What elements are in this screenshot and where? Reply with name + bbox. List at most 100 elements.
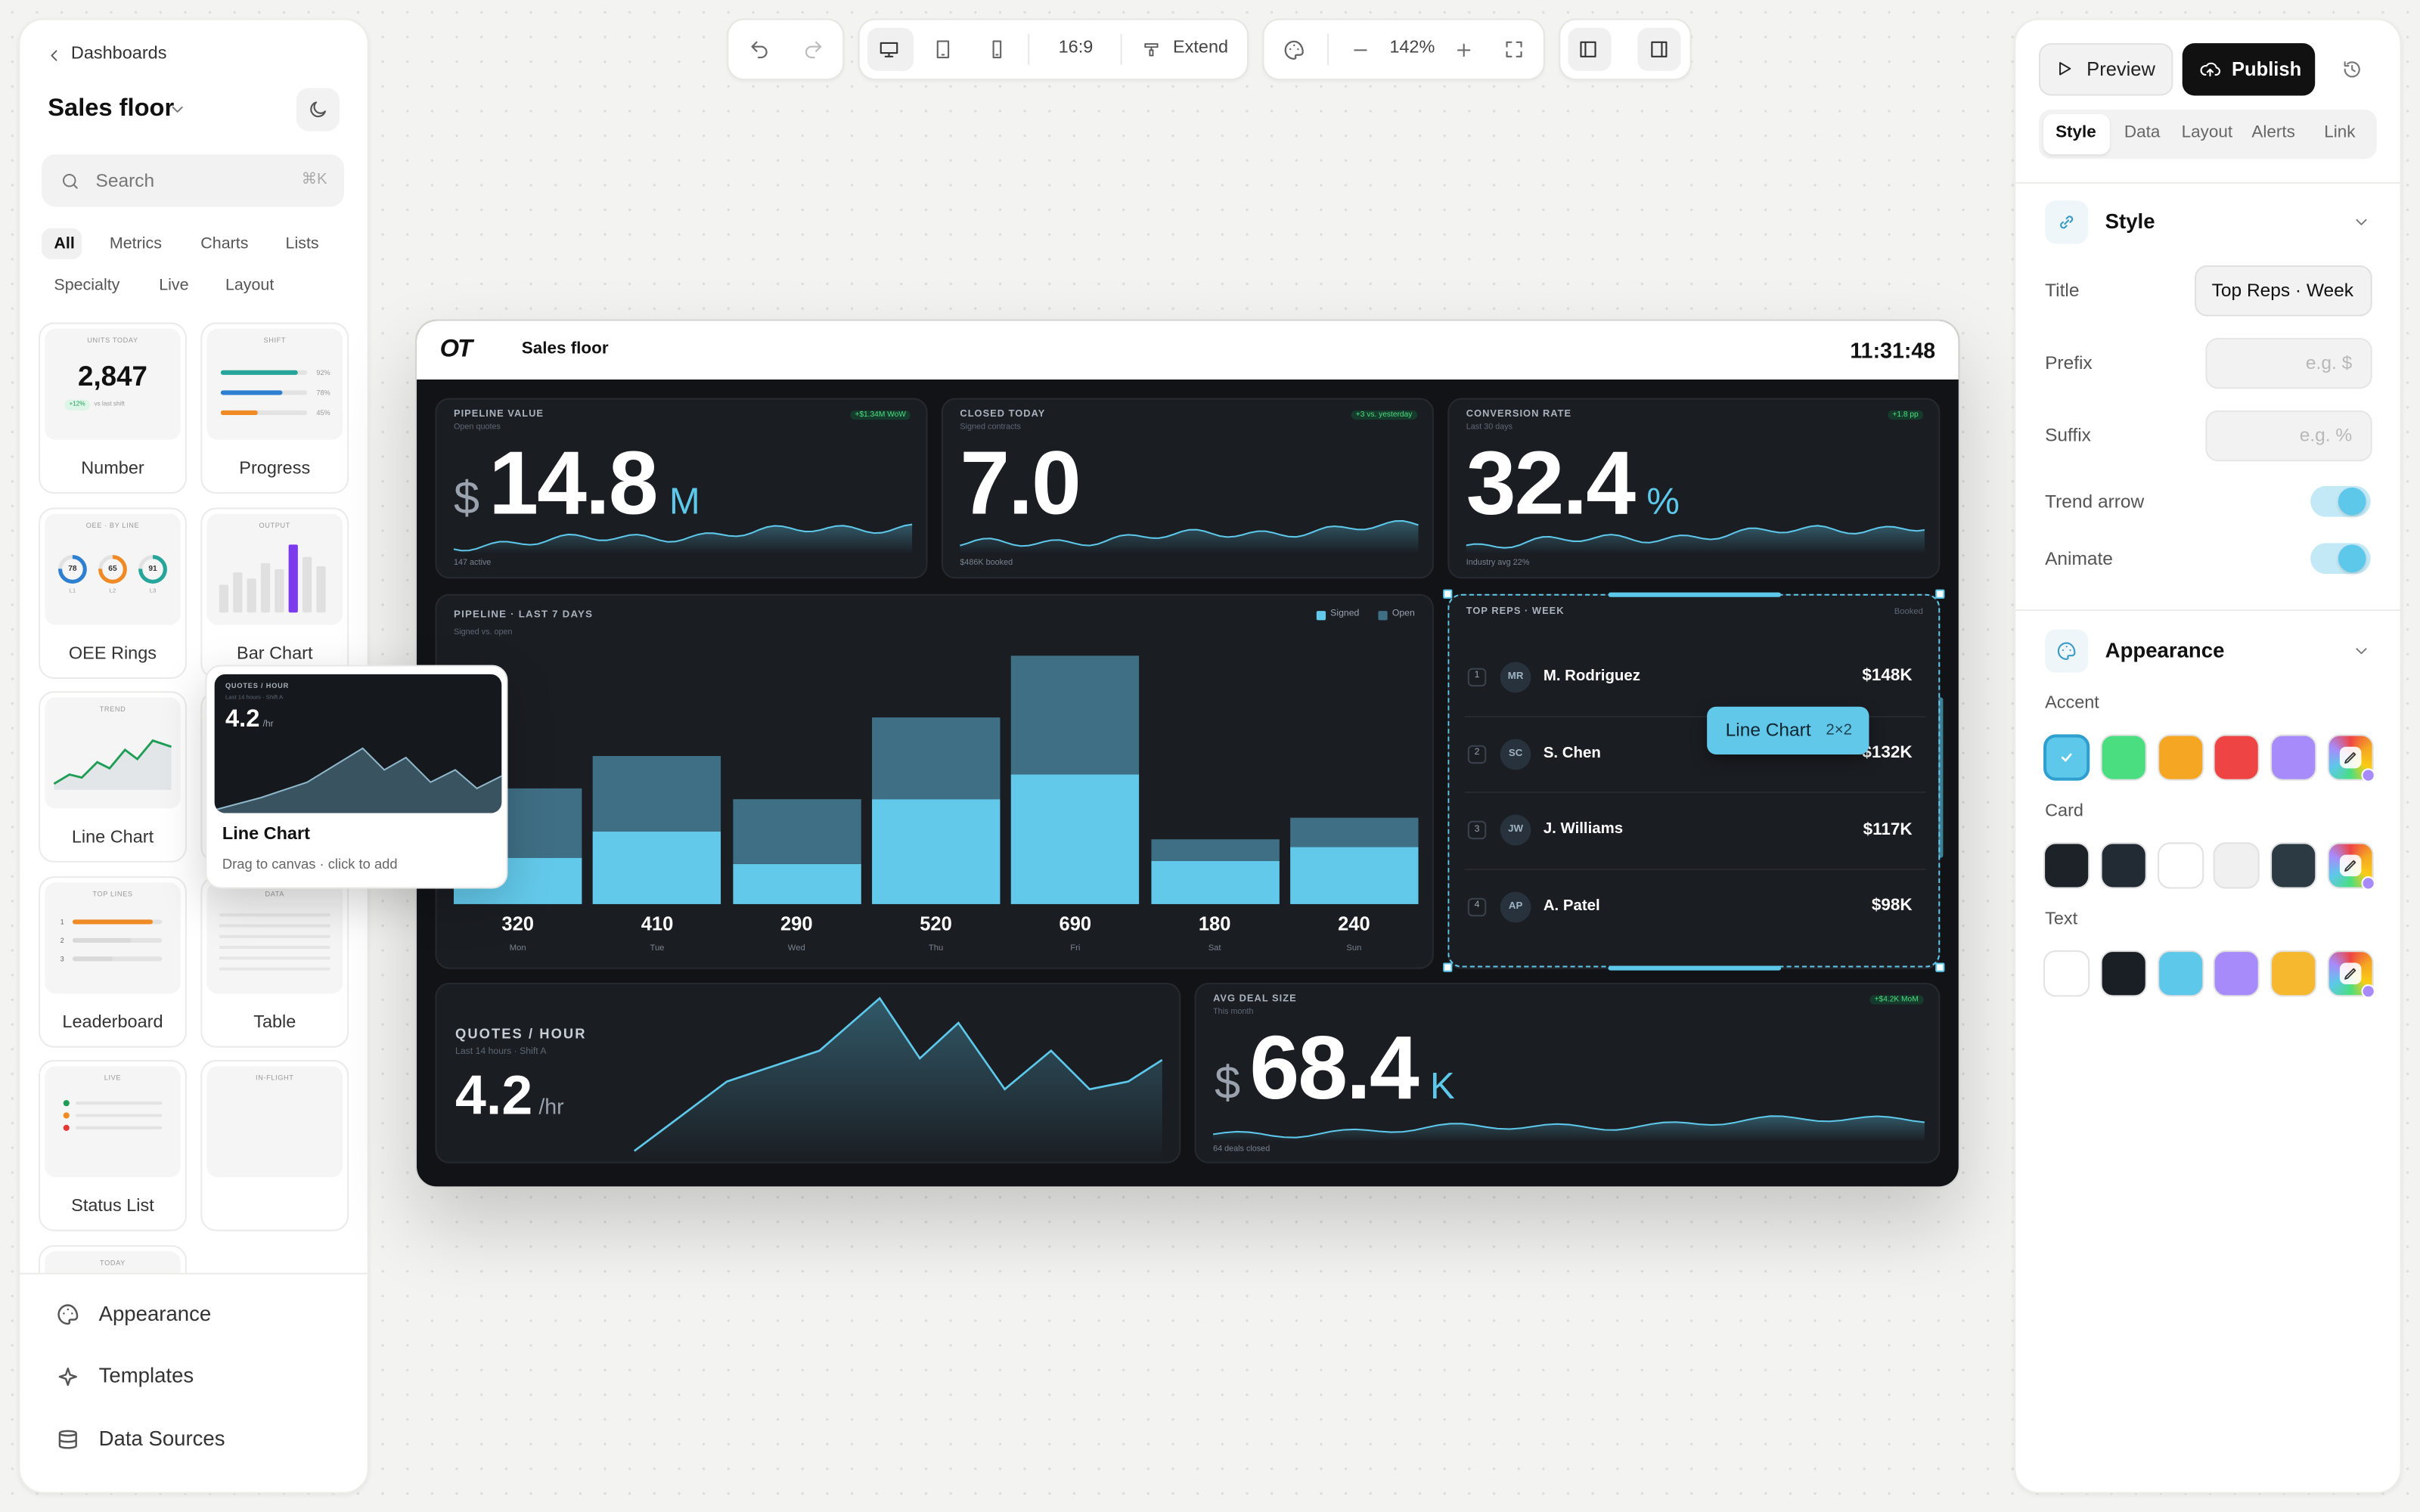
panel-toggle-right[interactable] — [1637, 27, 1681, 71]
widget-card[interactable]: UNITS TODAY 2,847 +12% vs last shift Number — [39, 322, 187, 494]
widget-card[interactable]: TODAY — [39, 1244, 187, 1273]
sparkline-area — [1213, 1116, 1925, 1142]
resize-handle[interactable] — [1935, 962, 1945, 972]
color-swatch[interactable] — [2270, 734, 2317, 781]
swatch-edit-bg — [2339, 746, 2362, 769]
color-swatch[interactable] — [2270, 842, 2317, 889]
resize-bar[interactable] — [1608, 965, 1782, 970]
value-prefix: $ — [454, 473, 480, 525]
color-swatch[interactable] — [2157, 842, 2204, 889]
widget-card[interactable]: DATA Table — [200, 875, 349, 1047]
tab[interactable]: Data — [2124, 124, 2161, 143]
widget-card[interactable]: SHIFT 92% 78% 45% Progress — [200, 322, 349, 494]
color-swatch[interactable] — [2100, 734, 2147, 781]
resize-handle[interactable] — [1443, 589, 1453, 599]
nav-item[interactable]: Templates — [98, 1364, 194, 1388]
text-input[interactable] — [2205, 337, 2372, 389]
icon-path — [2344, 751, 2356, 764]
thumb-area-line — [214, 747, 502, 811]
x-tick-label: Sun — [1346, 943, 1362, 953]
color-swatch[interactable] — [2157, 734, 2204, 781]
extend-button: Extend — [1173, 39, 1229, 57]
widget-card[interactable]: IN-FLIGHT — [200, 1060, 349, 1232]
selection-outline[interactable] — [1447, 593, 1941, 968]
tab[interactable]: Layout — [2181, 124, 2233, 143]
color-swatch[interactable] — [2214, 734, 2260, 781]
icon-palette — [2057, 642, 2076, 661]
filter-chip[interactable]: Lists — [285, 234, 319, 253]
value-row: 4.2/hr — [455, 1064, 564, 1126]
filter-chip[interactable]: Specialty — [54, 275, 120, 295]
thumb-ring-value: 91 — [148, 563, 157, 574]
rank-box — [1467, 821, 1487, 840]
canvas-clock: 11:31:48 — [1850, 337, 1936, 362]
rep-name: M. Rodriguez — [1543, 668, 1640, 686]
widget-card[interactable]: OUTPUT Bar Chart — [200, 507, 349, 678]
thumb-percent: 78% — [316, 388, 330, 397]
thumb-note: vs last shift — [94, 399, 125, 407]
nav-item[interactable]: Data Sources — [98, 1427, 225, 1451]
field-label: Title — [2045, 278, 2080, 301]
icon-path — [58, 1430, 77, 1449]
rank: 2 — [1474, 748, 1480, 758]
kpi-footer: 147 active — [454, 558, 492, 568]
icon-path — [2344, 968, 2356, 980]
color-swatch[interactable] — [2043, 734, 2090, 781]
tab[interactable]: Link — [2324, 124, 2356, 143]
resize-bar[interactable] — [1938, 697, 1943, 858]
tab[interactable]: Alerts — [2251, 124, 2295, 143]
legend-label: Signed — [1330, 609, 1360, 620]
color-swatch[interactable] — [2214, 950, 2260, 997]
icon-path — [172, 106, 183, 113]
resize-bar[interactable] — [1608, 591, 1782, 596]
widget-label: Number — [81, 460, 144, 479]
device-active[interactable] — [867, 27, 914, 71]
thumb-area — [214, 747, 502, 813]
rank-box — [1467, 668, 1487, 687]
color-swatch[interactable] — [2157, 950, 2204, 997]
color-swatch[interactable] — [2043, 950, 2090, 997]
text-input[interactable] — [2205, 410, 2372, 462]
icon-path — [51, 50, 57, 61]
big-value: 7.0 — [960, 433, 1081, 534]
filter-chip[interactable]: Layout — [225, 275, 275, 295]
avatar — [1500, 662, 1531, 693]
card-title: TOP REPS · WEEK — [1466, 606, 1565, 618]
thumb-track — [220, 410, 308, 415]
resize-handle[interactable] — [1443, 962, 1453, 972]
widget-label: Progress — [239, 460, 311, 479]
widget-card[interactable]: TOP LINES 1 2 3 Leaderboard — [39, 875, 187, 1047]
kpi-footer: Industry avg 22% — [1466, 558, 1530, 568]
tab[interactable]: Style — [2055, 124, 2096, 143]
widget-card[interactable]: OEE · BY LINE 78 L1 65 L2 91 L3 OEE Rings — [39, 507, 187, 678]
widget-card[interactable]: LIVE Status List — [39, 1060, 187, 1232]
thumb-lead-bar — [72, 956, 113, 962]
preview-button[interactable] — [2038, 43, 2173, 96]
chart-title: PIPELINE · LAST 7 DAYS — [454, 609, 594, 621]
bar-segment — [871, 799, 1001, 904]
theme-button[interactable] — [296, 88, 340, 132]
widget-thumb: LIVE — [45, 1066, 181, 1178]
thumb-subtitle: Last 14 hours · Shift A — [225, 693, 284, 700]
color-swatch[interactable] — [2270, 950, 2317, 997]
filter-chip[interactable]: Metrics — [109, 234, 162, 253]
color-swatch[interactable] — [2100, 842, 2147, 889]
search-box[interactable] — [42, 154, 345, 207]
color-swatch[interactable] — [2214, 842, 2260, 889]
widget-card[interactable]: TREND Line Chart — [39, 691, 187, 863]
icon-pen — [2344, 968, 2356, 980]
color-swatch[interactable] — [2043, 842, 2090, 889]
thumb-rank: 1 — [60, 917, 64, 926]
filter-chip[interactable]: Charts — [200, 234, 249, 253]
text-input[interactable] — [2195, 265, 2372, 317]
panel-toggle-left[interactable] — [1568, 27, 1612, 71]
color-swatch[interactable] — [2100, 950, 2147, 997]
icon-plus — [1457, 43, 1471, 57]
nav-item[interactable]: Appearance — [98, 1302, 212, 1325]
rep-amount: $148K — [1862, 667, 1913, 686]
filter-chip[interactable]: Live — [159, 275, 189, 295]
ring-arc — [98, 554, 127, 583]
publish-button[interactable] — [2182, 43, 2316, 96]
filter-chip[interactable]: All — [54, 234, 75, 253]
resize-handle[interactable] — [1935, 589, 1945, 599]
